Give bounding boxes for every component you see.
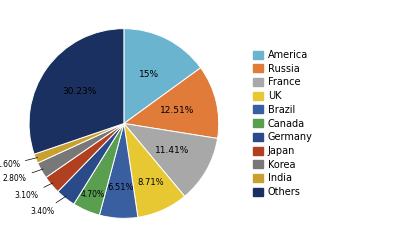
Text: 4.70%: 4.70% xyxy=(81,190,105,199)
Legend: America, Russia, France, UK, Brazil, Canada, Germany, Japan, Korea, India, Other: America, Russia, France, UK, Brazil, Can… xyxy=(253,50,313,197)
Wedge shape xyxy=(100,124,138,218)
Text: 8.71%: 8.71% xyxy=(137,178,164,187)
Text: 1.60%: 1.60% xyxy=(0,158,38,169)
Wedge shape xyxy=(124,124,218,196)
Wedge shape xyxy=(74,124,124,215)
Text: 3.10%: 3.10% xyxy=(14,183,53,200)
Text: 3.40%: 3.40% xyxy=(31,196,66,216)
Wedge shape xyxy=(38,124,124,178)
Text: 15%: 15% xyxy=(139,70,159,79)
Wedge shape xyxy=(29,29,124,154)
Text: 2.80%: 2.80% xyxy=(3,169,43,183)
Wedge shape xyxy=(34,124,124,163)
Wedge shape xyxy=(46,124,124,192)
Wedge shape xyxy=(58,124,124,204)
Text: 11.41%: 11.41% xyxy=(154,146,189,155)
Text: 6.51%: 6.51% xyxy=(107,183,133,192)
Text: 12.51%: 12.51% xyxy=(160,106,195,115)
Wedge shape xyxy=(124,124,185,217)
Wedge shape xyxy=(124,68,219,139)
Text: 30.23%: 30.23% xyxy=(62,87,96,96)
Wedge shape xyxy=(124,29,201,124)
